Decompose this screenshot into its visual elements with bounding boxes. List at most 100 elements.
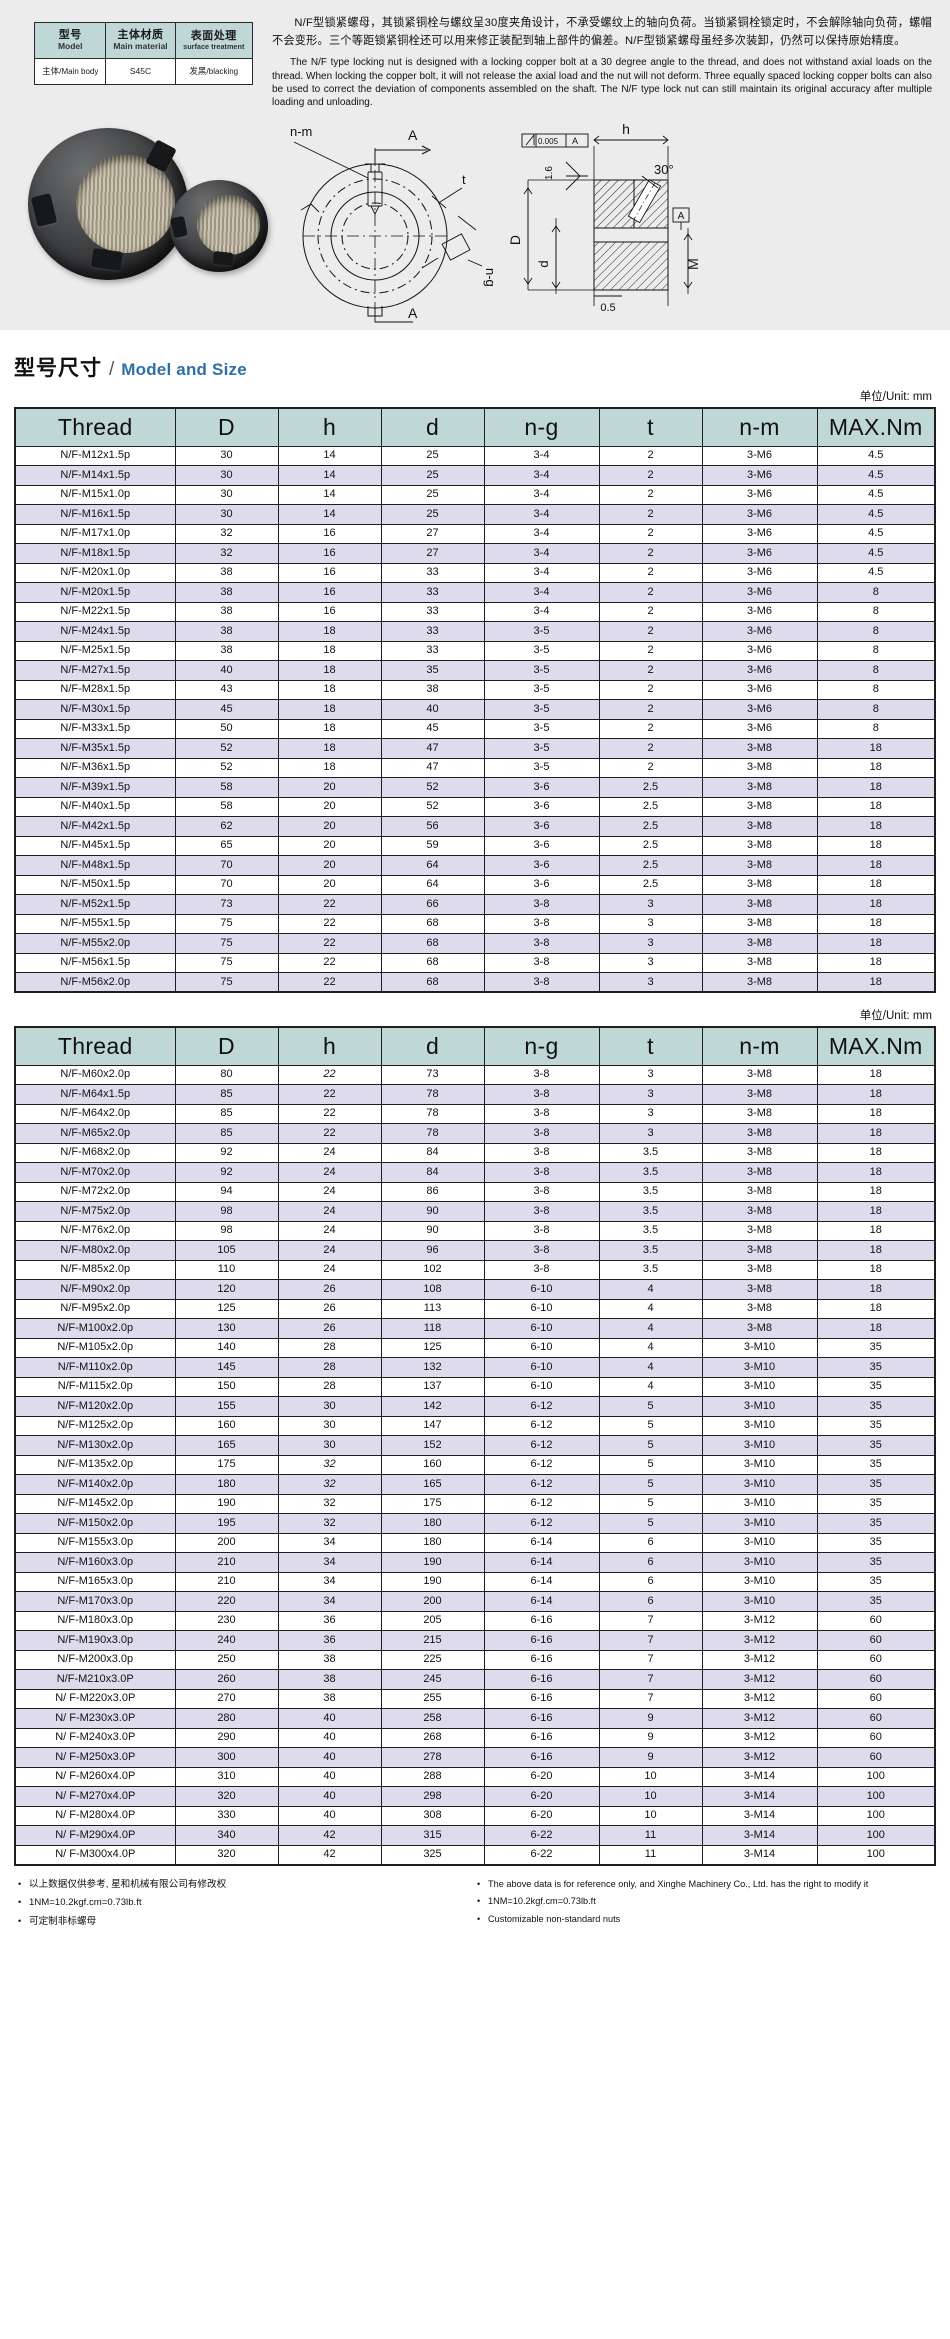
footer-note-en: Customizable non-standard nuts: [477, 1911, 936, 1929]
cell-d: 85: [174, 1103, 279, 1124]
cell-n-m: 3-M6: [701, 699, 818, 720]
cell-d: 152: [380, 1435, 485, 1456]
cell-d: 288: [380, 1766, 485, 1787]
table-row: N/ F-M270x4.0P 320 40 298 6-20 10 3-M14 100: [14, 1786, 936, 1807]
cell-h: 20: [277, 796, 382, 817]
cell-thread: N/F-M65x2.0p: [14, 1123, 176, 1144]
label-t: t: [462, 172, 466, 187]
cell-n-m: 3-M8: [701, 1181, 818, 1202]
cell-n-g: 6-16: [483, 1747, 600, 1768]
cell-thread: N/F-M190x3.0p: [14, 1630, 176, 1651]
cell-d: 64: [380, 874, 485, 895]
cell-t: 2.5: [598, 796, 703, 817]
cell-h: 22: [277, 972, 382, 993]
unit-label-zh-2: 单位: [859, 1010, 883, 1022]
cell-d: 78: [380, 1103, 485, 1124]
cell-thread: N/F-M25x1.5p: [14, 640, 176, 661]
cell-thread: N/F-M80x2.0p: [14, 1240, 176, 1261]
cell-t: 5: [598, 1435, 703, 1456]
cell-d: 220: [174, 1591, 279, 1612]
cell-d: 40: [380, 699, 485, 720]
cell-t: 4: [598, 1337, 703, 1358]
table-row: N/ F-M250x3.0P 300 40 278 6-16 9 3-M12 60: [14, 1747, 936, 1768]
cell-h: 24: [277, 1259, 382, 1280]
cell-thread: N/F-M39x1.5p: [14, 777, 176, 798]
cell-t: 3: [598, 952, 703, 973]
cell-h: 22: [277, 952, 382, 973]
cell-n-g: 6-14: [483, 1532, 600, 1553]
table-row: N/F-M165x3.0p 210 34 190 6-14 6 3-M10 35: [14, 1571, 936, 1592]
cell-n-g: 6-12: [483, 1435, 600, 1456]
cell-t: 2: [598, 621, 703, 642]
cell-t: 9: [598, 1708, 703, 1729]
cell-n-m: 3-M6: [701, 679, 818, 700]
spec-table-header-row: 型号 Model 主体材质 Main material 表面处理 surface…: [33, 22, 254, 59]
table-row: N/F-M35x1.5p 52 18 47 3-5 2 3-M8 18: [14, 738, 936, 759]
cell-n-m: 3-M8: [701, 874, 818, 895]
cell-thread: N/F-M56x1.5p: [14, 952, 176, 973]
cell-thread: N/F-M155x3.0p: [14, 1532, 176, 1553]
cell-n-g: 3-6: [483, 777, 600, 798]
cell-d: 33: [380, 640, 485, 661]
cell-max-nm: 35: [816, 1532, 936, 1553]
cell-d: 65: [174, 835, 279, 856]
cell-d: 47: [380, 757, 485, 778]
table-row: N/F-M140x2.0p 180 32 165 6-12 5 3-M10 35: [14, 1474, 936, 1495]
cell-n-g: 6-10: [483, 1376, 600, 1397]
cell-thread: N/F-M35x1.5p: [14, 738, 176, 759]
cell-n-m: 3-M6: [701, 621, 818, 642]
cell-n-g: 3-5: [483, 699, 600, 720]
cell-n-m: 3-M10: [701, 1454, 818, 1475]
table1-body: N/F-M12x1.5p 30 14 25 3-4 2 3-M6 4.5 N/F-M14x1.5…: [14, 445, 936, 993]
slot-notch-icon: [170, 215, 188, 239]
cell-max-nm: 35: [816, 1591, 936, 1612]
cell-thread: N/F-M85x2.0p: [14, 1259, 176, 1280]
cell-h: 38: [277, 1649, 382, 1670]
cell-n-m: 3-M12: [701, 1708, 818, 1729]
label-n-g: n-g: [483, 268, 498, 287]
cell-t: 2: [598, 465, 703, 486]
table-row: N/F-M100x2.0p 130 26 118 6-10 4 3-M8 18: [14, 1318, 936, 1339]
cell-n-g: 3-8: [483, 972, 600, 993]
cell-d: 155: [174, 1396, 279, 1417]
cell-d: 38: [174, 621, 279, 642]
cell-n-m: 3-M8: [701, 1220, 818, 1241]
cell-t: 4: [598, 1279, 703, 1300]
cell-t: 3: [598, 933, 703, 954]
cell-d: 290: [174, 1727, 279, 1748]
cell-n-g: 3-6: [483, 796, 600, 817]
cell-d: 92: [174, 1142, 279, 1163]
cell-d: 30: [174, 465, 279, 486]
cell-max-nm: 8: [816, 621, 936, 642]
cell-d: 340: [174, 1825, 279, 1846]
unit-label-table1: 单位/Unit: mm: [0, 388, 950, 404]
table-row: N/ F-M260x4.0P 310 40 288 6-20 10 3-M14 100: [14, 1766, 936, 1787]
cell-thread: N/F-M200x3.0p: [14, 1649, 176, 1670]
column-header-h: h: [277, 1026, 382, 1066]
cell-thread: N/F-M135x2.0p: [14, 1454, 176, 1475]
cell-d: 245: [380, 1669, 485, 1690]
cell-n-m: 3-M14: [701, 1805, 818, 1826]
label-roughness: 1.6: [544, 166, 555, 180]
cell-thread: N/F-M20x1.0p: [14, 562, 176, 583]
cell-thread: N/F-M210x3.0P: [14, 1669, 176, 1690]
cell-d: 190: [380, 1552, 485, 1573]
cell-d: 330: [174, 1805, 279, 1826]
table2-body: N/F-M60x2.0p 80 22 73 3-8 3 3-M8 18 N/F-M64x1.5p…: [14, 1064, 936, 1865]
cell-d: 70: [174, 855, 279, 876]
table-row: N/F-M45x1.5p 65 20 59 3-6 2.5 3-M8 18: [14, 835, 936, 856]
table-row: N/F-M56x1.5p 75 22 68 3-8 3 3-M8 18: [14, 952, 936, 973]
cell-thread: N/F-M40x1.5p: [14, 796, 176, 817]
table-row: N/F-M90x2.0p 120 26 108 6-10 4 3-M8 18: [14, 1279, 936, 1300]
table-row: N/F-M75x2.0p 98 24 90 3-8 3.5 3-M8 18: [14, 1201, 936, 1222]
cell-thread: N/F-M105x2.0p: [14, 1337, 176, 1358]
cell-max-nm: 18: [816, 933, 936, 954]
cell-n-g: 3-4: [483, 601, 600, 622]
cell-t: 7: [598, 1649, 703, 1670]
cell-h: 22: [277, 894, 382, 915]
cell-d: 308: [380, 1805, 485, 1826]
table-row: N/F-M24x1.5p 38 18 33 3-5 2 3-M6 8: [14, 621, 936, 642]
table-row: N/F-M80x2.0p 105 24 96 3-8 3.5 3-M8 18: [14, 1240, 936, 1261]
cell-h: 40: [277, 1786, 382, 1807]
table-row: N/ F-M220x3.0P 270 38 255 6-16 7 3-M12 60: [14, 1688, 936, 1709]
